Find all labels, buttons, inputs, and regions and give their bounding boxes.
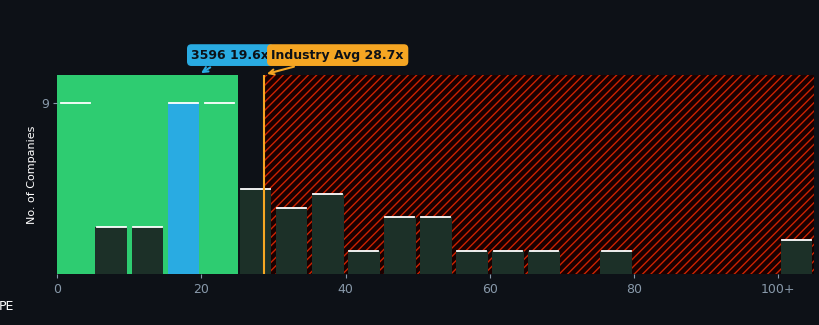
Bar [455, 252, 487, 274]
Bar [527, 252, 559, 274]
Bar [780, 240, 812, 274]
Text: PE: PE [0, 300, 14, 313]
Bar [600, 252, 631, 274]
Bar [167, 103, 199, 274]
Bar [57, 74, 238, 274]
Bar [95, 227, 127, 274]
Text: 3596 19.6x: 3596 19.6x [191, 49, 269, 72]
Bar [419, 217, 451, 274]
Bar [275, 208, 307, 274]
Bar [59, 103, 91, 274]
Bar [347, 252, 379, 274]
Text: Industry Avg 28.7x: Industry Avg 28.7x [269, 49, 404, 74]
Bar [203, 103, 235, 274]
Bar [131, 227, 163, 274]
Y-axis label: No. of Companies: No. of Companies [27, 125, 37, 224]
Bar [491, 252, 523, 274]
Bar [383, 217, 415, 274]
Bar [311, 194, 343, 274]
Bar [239, 189, 271, 274]
Bar [264, 74, 813, 274]
